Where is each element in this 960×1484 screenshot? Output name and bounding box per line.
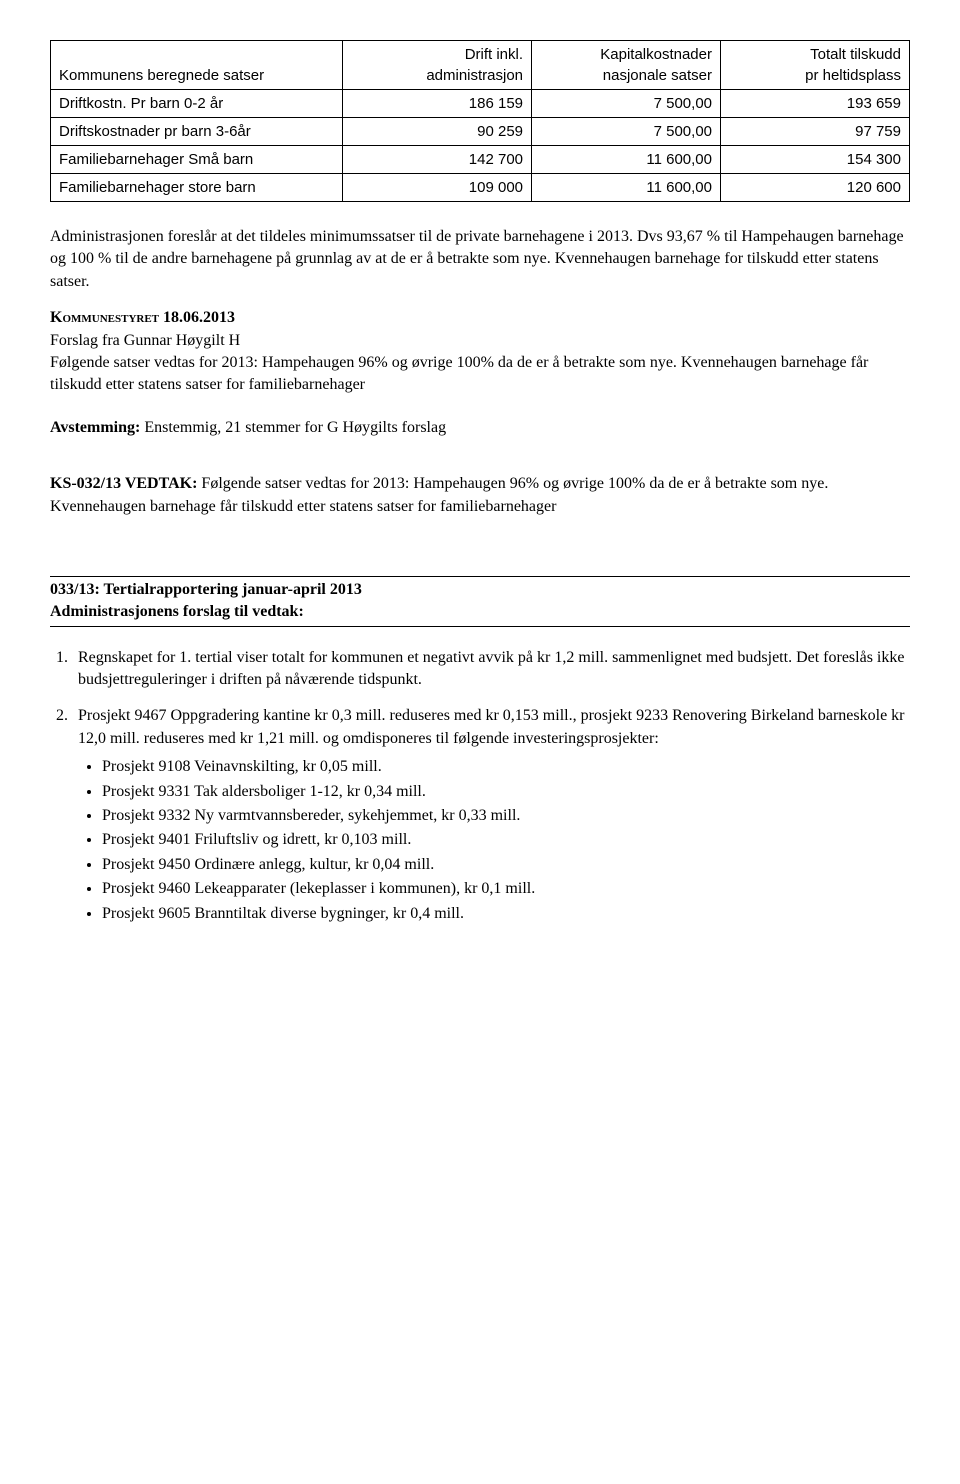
bullet-item: Prosjekt 9108 Veinavnskilting, kr 0,05 m…	[102, 756, 910, 778]
section-033-heading: 033/13: Tertialrapportering januar-april…	[50, 576, 910, 627]
bullet-item: Prosjekt 9401 Friluftsliv og idrett, kr …	[102, 829, 910, 851]
bullet-item: Prosjekt 9331 Tak aldersboliger 1-12, kr…	[102, 781, 910, 803]
cell: 120 600	[721, 174, 910, 202]
bullet-item: Prosjekt 9450 Ordinære anlegg, kultur, k…	[102, 854, 910, 876]
col-header-3: Totalt tilskudd pr heltidsplass	[721, 41, 910, 90]
section-033-list: Regnskapet for 1. tertial viser totalt f…	[50, 647, 910, 925]
list-item-1: Regnskapet for 1. tertial viser totalt f…	[72, 647, 910, 692]
table-row: Driftkostn. Pr barn 0-2 år 186 159 7 500…	[51, 90, 910, 118]
forslag-line: Forslag fra Gunnar Høygilt H	[50, 332, 240, 349]
table-row: Familiebarnehager Små barn 142 700 11 60…	[51, 146, 910, 174]
cell: 186 159	[343, 90, 532, 118]
cell: Familiebarnehager Små barn	[51, 146, 343, 174]
kommunestyret-block: Kommunestyret 18.06.2013 Forslag fra Gun…	[50, 307, 910, 397]
list-item-2: Prosjekt 9467 Oppgradering kantine kr 0,…	[72, 705, 910, 925]
project-bullet-list: Prosjekt 9108 Veinavnskilting, kr 0,05 m…	[78, 756, 910, 925]
avstemming-label: Avstemming:	[50, 419, 140, 436]
table-header-row: Kommunens beregnede satser Drift inkl. a…	[51, 41, 910, 90]
col-header-2: Kapitalkostnader nasjonale satser	[532, 41, 721, 90]
kommunestyret-date: 18.06.2013	[159, 309, 235, 326]
cell: 11 600,00	[532, 146, 721, 174]
section-033-title: 033/13: Tertialrapportering januar-april…	[50, 579, 910, 601]
rates-table: Kommunens beregnede satser Drift inkl. a…	[50, 40, 910, 202]
cell: 90 259	[343, 118, 532, 146]
cell: 193 659	[721, 90, 910, 118]
avstemming-text: Enstemmig, 21 stemmer for G Høygilts for…	[140, 419, 446, 436]
cell: 97 759	[721, 118, 910, 146]
kommunestyret-label: Kommunestyret	[50, 309, 159, 326]
cell: 109 000	[343, 174, 532, 202]
table-row: Driftskostnader pr barn 3-6år 90 259 7 5…	[51, 118, 910, 146]
cell: 142 700	[343, 146, 532, 174]
forslag-para: Følgende satser vedtas for 2013: Hampeha…	[50, 354, 868, 393]
section-033-subtitle: Administrasjonens forslag til vedtak:	[50, 601, 910, 623]
cell: Driftkostn. Pr barn 0-2 år	[51, 90, 343, 118]
vedtak-label: KS-032/13 VEDTAK:	[50, 475, 197, 492]
avstemming-line: Avstemming: Enstemmig, 21 stemmer for G …	[50, 417, 910, 439]
cell: Familiebarnehager store barn	[51, 174, 343, 202]
cell: 7 500,00	[532, 90, 721, 118]
admin-paragraph: Administrasjonen foreslår at det tildele…	[50, 226, 910, 293]
cell: 154 300	[721, 146, 910, 174]
bullet-item: Prosjekt 9332 Ny varmtvannsbereder, syke…	[102, 805, 910, 827]
cell: 7 500,00	[532, 118, 721, 146]
col-header-1: Drift inkl. administrasjon	[343, 41, 532, 90]
col-header-0: Kommunens beregnede satser	[51, 41, 343, 90]
vedtak-paragraph: KS-032/13 VEDTAK: Følgende satser vedtas…	[50, 473, 910, 518]
bullet-item: Prosjekt 9460 Lekeapparater (lekeplasser…	[102, 878, 910, 900]
cell: 11 600,00	[532, 174, 721, 202]
document-page: Kommunens beregnede satser Drift inkl. a…	[0, 40, 960, 979]
table-row: Familiebarnehager store barn 109 000 11 …	[51, 174, 910, 202]
cell: Driftskostnader pr barn 3-6år	[51, 118, 343, 146]
list-item-2-intro: Prosjekt 9467 Oppgradering kantine kr 0,…	[78, 707, 905, 746]
bullet-item: Prosjekt 9605 Branntiltak diverse bygnin…	[102, 903, 910, 925]
